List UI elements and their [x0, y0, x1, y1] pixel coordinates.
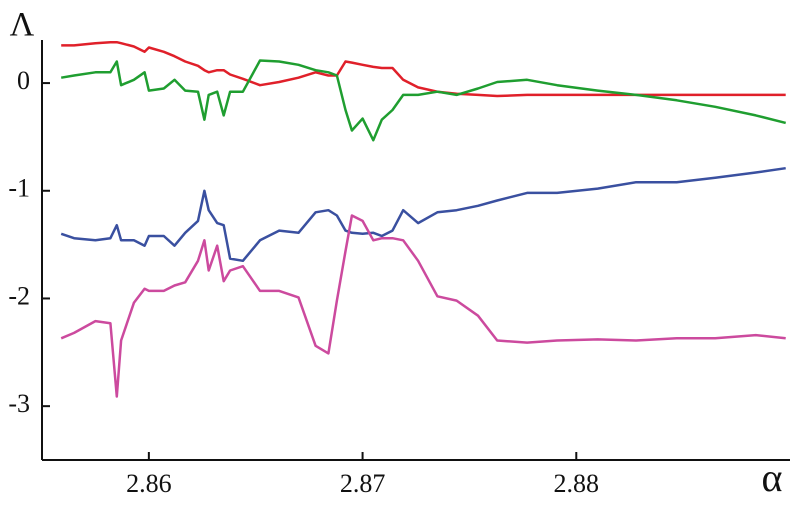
series-line — [61, 40, 786, 98]
y-tick-label: -3 — [8, 389, 30, 418]
series-line — [60, 214, 786, 398]
y-axis-label: Λ — [10, 6, 35, 43]
x-axis-label: α — [762, 455, 783, 500]
series-line — [60, 59, 787, 142]
y-tick-label: -2 — [8, 281, 30, 310]
series-line — [60, 166, 786, 263]
x-tick-label: 2.88 — [554, 469, 600, 498]
y-tick-label: 0 — [17, 66, 30, 95]
x-tick-label: 2.86 — [126, 469, 172, 498]
y-tick-label: -1 — [8, 174, 30, 203]
x-tick-label: 2.87 — [340, 469, 386, 498]
